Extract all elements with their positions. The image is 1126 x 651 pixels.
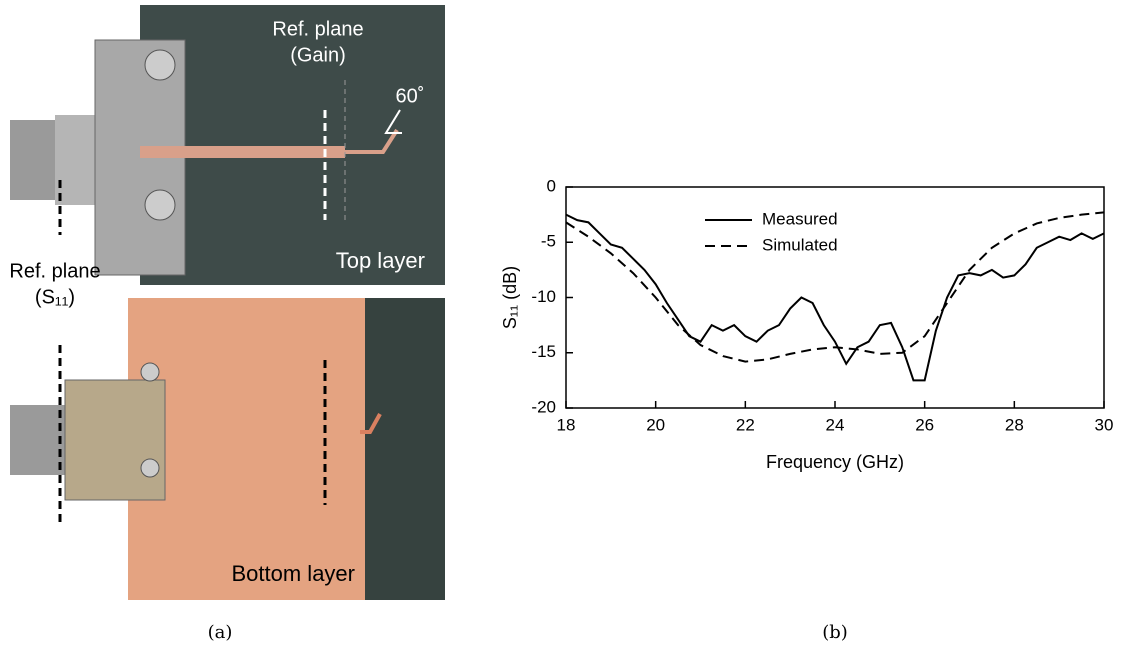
x-axis-label: Frequency (GHz) [766,452,904,472]
photo: Ref. plane (Gain) 60˚ Top layer Ref. pla… [9,5,445,600]
x-tick-label: 24 [826,415,845,434]
label: 60˚ [396,85,425,107]
y-tick-label: 0 [547,176,556,195]
bottom-board-dark [365,298,445,600]
label: Bottom layer [232,561,356,586]
series-line [565,211,1105,363]
y-tick-label: -20 [531,397,556,416]
label: (Gain) [290,44,346,66]
top-board [140,5,445,285]
antenna-arm [345,128,399,154]
legend-label: Simulated [762,235,838,254]
label: Top layer [336,248,425,273]
chart: 18 20 22 24 26 28 30 0 -5 -10 -15 -20 Frequency (GHz… [500,176,1114,471]
caption: (a) [208,622,233,643]
x-tick-label: 26 [915,415,934,434]
screw [140,362,160,382]
legend-label: Measured [762,209,838,228]
x-tick-label: 22 [736,415,755,434]
connector [10,405,65,475]
y-tick-label: -5 [541,232,556,251]
label: Ref. plane [272,18,363,40]
screw [140,458,160,478]
angle-mark [384,109,402,134]
x-tick-label: 20 [646,415,665,434]
screw [144,49,176,81]
label: (S₁₁) [35,286,75,308]
label: Ref. plane [9,260,100,282]
x-tick-label: 18 [557,415,576,434]
y-tick-label: -15 [531,342,556,361]
y-axis-label: S₁₁ (dB) [500,266,520,329]
screw [144,189,176,221]
series-line [565,213,1105,382]
x-tick-label: 30 [1095,415,1114,434]
connector [55,115,95,205]
caption: (b) [822,622,848,643]
y-tick-label: -10 [531,287,556,306]
x-tick-label: 28 [1005,415,1024,434]
connector [10,120,55,200]
antenna-arm [360,413,382,434]
feed-line [140,146,345,158]
bottom-board [128,298,368,600]
connector-flange [64,379,166,501]
